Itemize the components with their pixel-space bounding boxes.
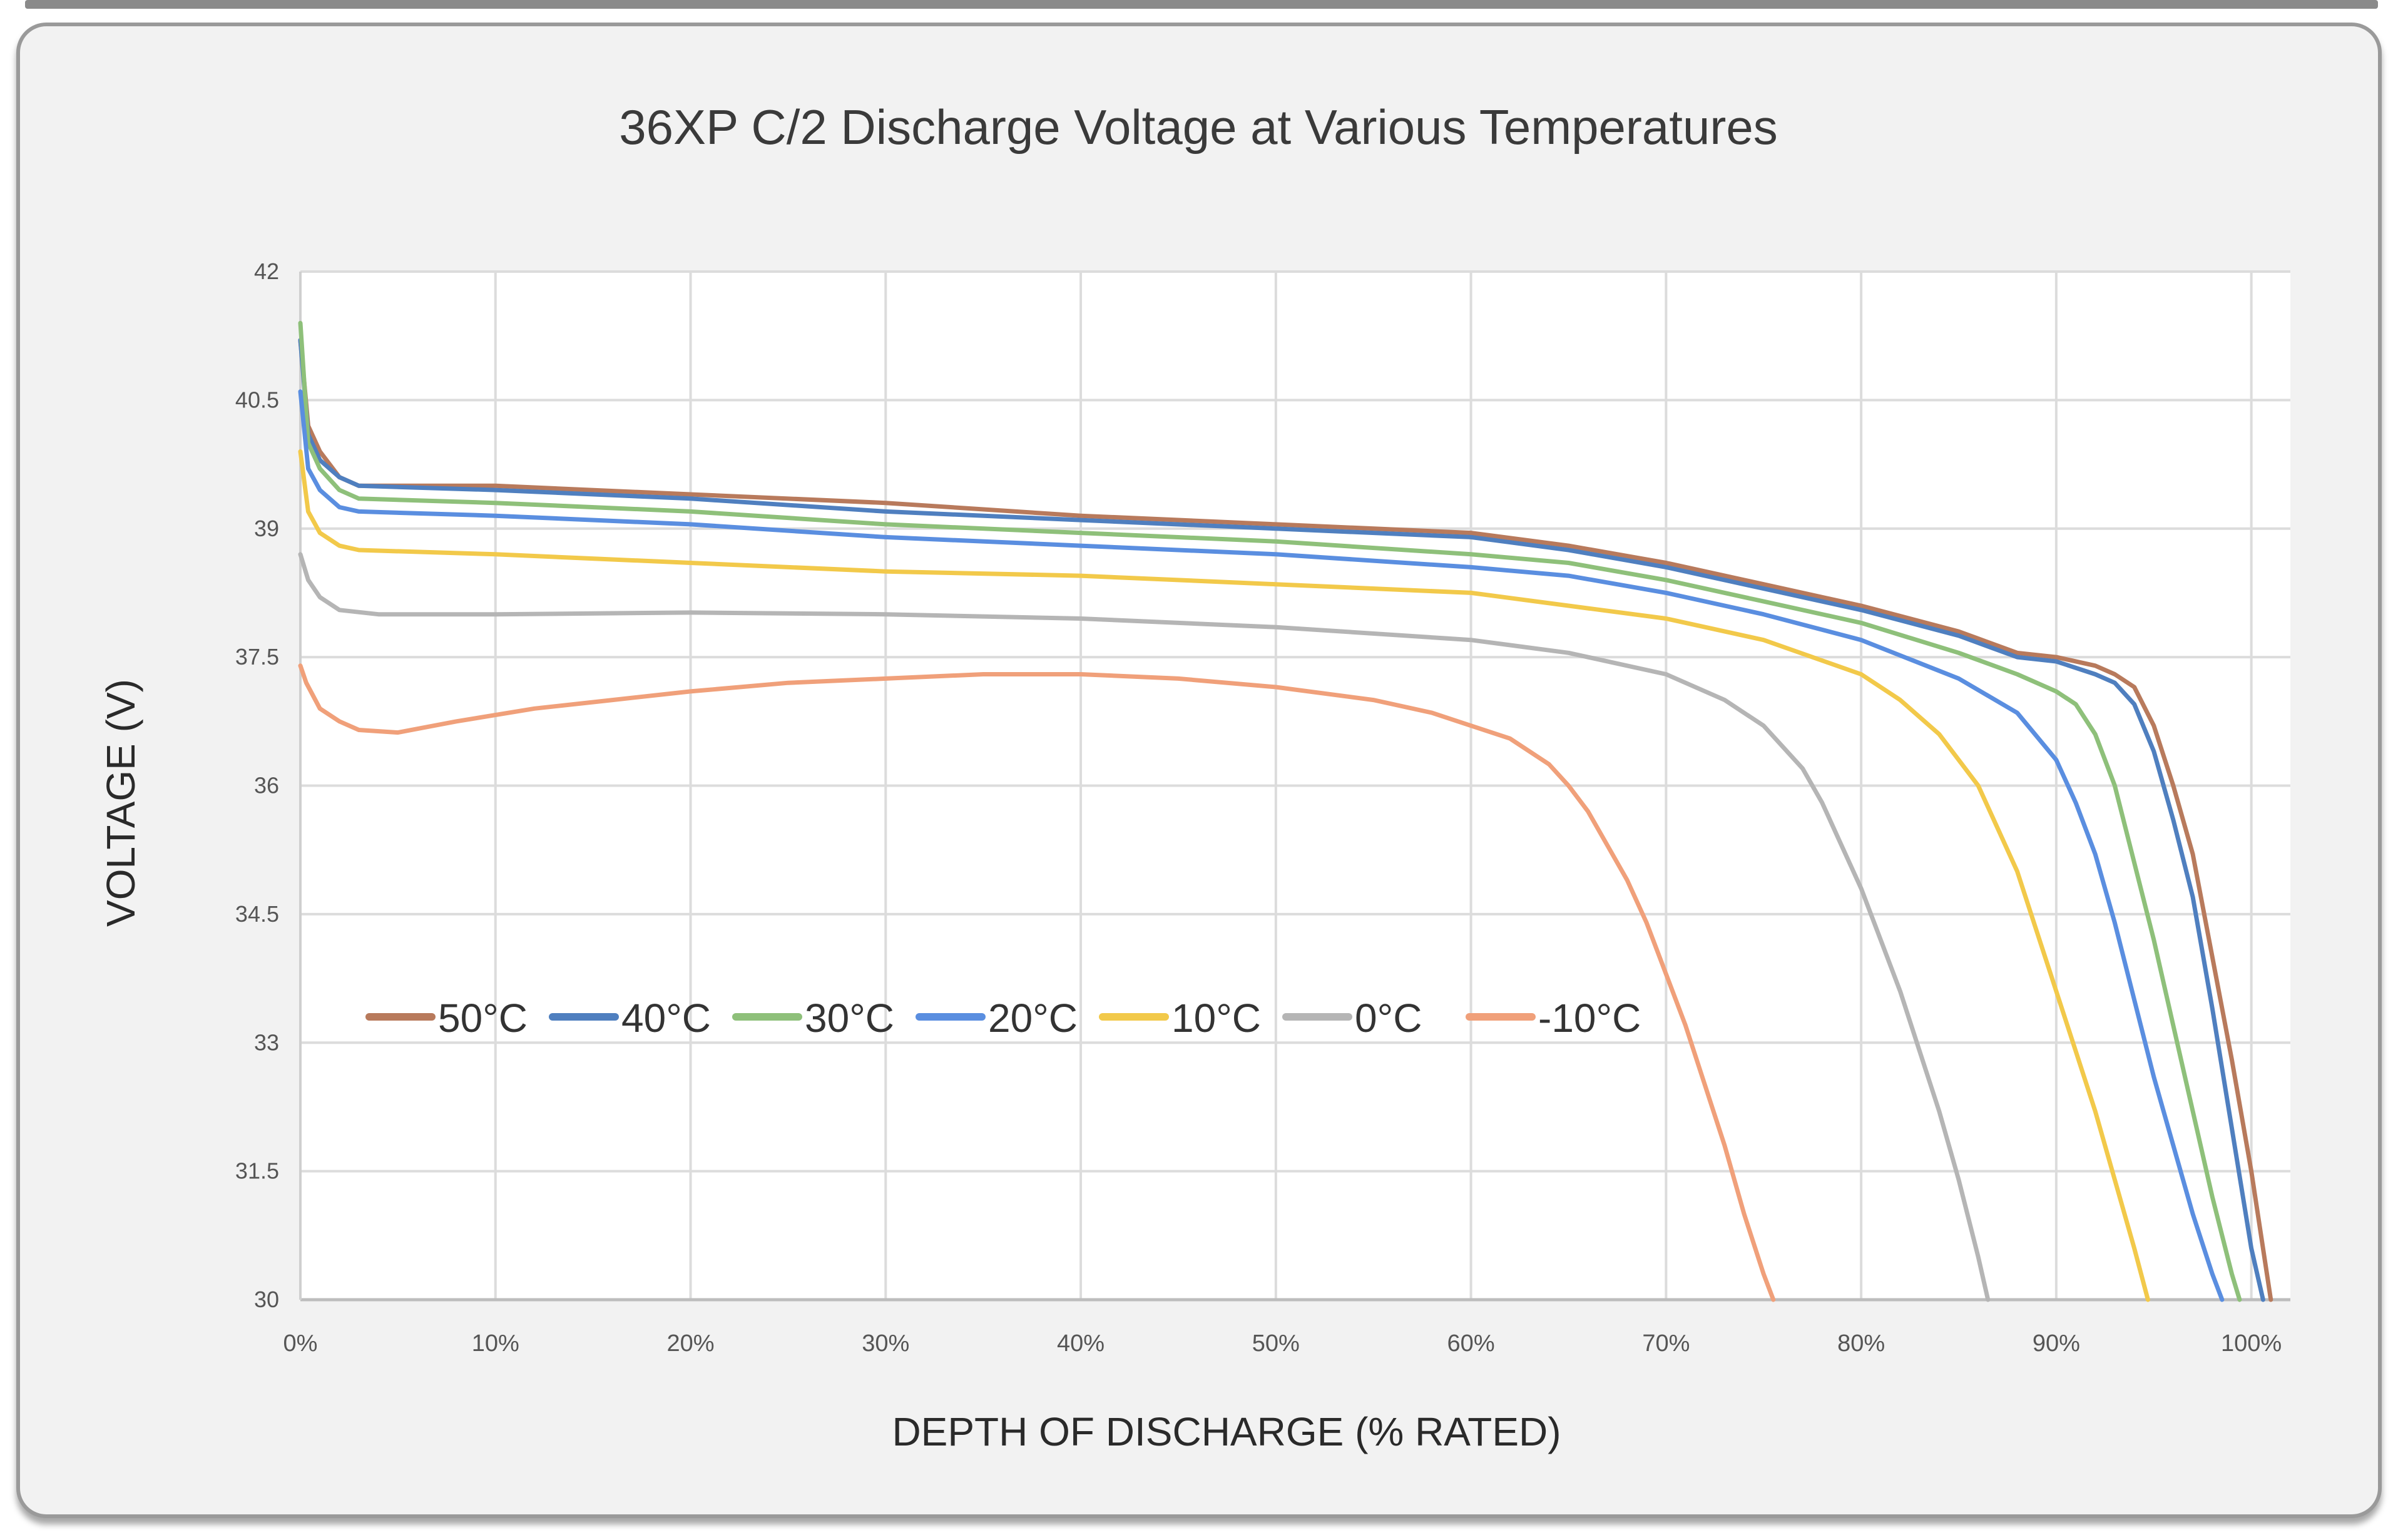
y-tick-label: 33: [254, 1029, 279, 1055]
x-tick-label: 20%: [666, 1330, 714, 1357]
legend-label: 50°C: [438, 996, 528, 1041]
x-tick-label: 60%: [1447, 1330, 1495, 1357]
x-tick-label: 30%: [862, 1330, 909, 1357]
series-line-3: [298, 389, 2225, 1302]
y-tick-label: 34.5: [235, 901, 279, 927]
series-line-4: [298, 449, 2150, 1302]
legend-label: 10°C: [1171, 996, 1261, 1041]
legend: 50°C 40°C 30°C 20°C 10°C 0°C -10°C: [365, 996, 1641, 1041]
series-line-5: [298, 552, 1991, 1302]
series-line-1: [298, 338, 2265, 1302]
legend-label: 20°C: [988, 996, 1078, 1041]
y-axis-ticks: 30 31.5 33 34.5 36 37.5 39 40.5 42: [235, 258, 279, 1312]
x-tick-label: 70%: [1642, 1330, 1690, 1357]
series-lines: [298, 320, 2273, 1302]
y-tick-label: 40.5: [235, 387, 279, 412]
legend-label: 40°C: [621, 996, 711, 1041]
y-tick-label: 42: [254, 258, 279, 284]
x-tick-label: 100%: [2221, 1330, 2282, 1357]
top-border-strip: [25, 0, 2378, 9]
x-axis-label: DEPTH OF DISCHARGE (% RATED): [892, 1409, 1561, 1454]
y-tick-label: 31.5: [235, 1158, 279, 1184]
y-tick-label: 39: [254, 516, 279, 541]
y-axis-label: VOLTAGE (V): [98, 679, 143, 927]
x-tick-label: 0%: [283, 1330, 318, 1357]
axes: [299, 272, 2290, 1302]
y-tick-label: 36: [254, 773, 279, 798]
x-tick-label: 40%: [1057, 1330, 1105, 1357]
x-tick-label: 50%: [1252, 1330, 1300, 1357]
x-tick-label: 80%: [1837, 1330, 1885, 1357]
grid-lines: [299, 270, 2290, 1301]
x-tick-label: 90%: [2033, 1330, 2080, 1357]
x-tick-label: 10%: [472, 1330, 519, 1357]
legend-label: 30°C: [805, 996, 894, 1041]
y-tick-label: 37.5: [235, 644, 279, 670]
chart-title: 36XP C/2 Discharge Voltage at Various Te…: [619, 99, 1777, 155]
y-tick-label: 30: [254, 1287, 279, 1312]
x-axis-ticks: 0% 10% 20% 30% 40% 50% 60% 70% 80% 90% 100%: [283, 1330, 2282, 1357]
series-line-6: [298, 663, 1776, 1302]
legend-label: -10°C: [1538, 996, 1641, 1041]
series-line-2: [298, 320, 2242, 1302]
legend-label: 0°C: [1355, 996, 1422, 1041]
